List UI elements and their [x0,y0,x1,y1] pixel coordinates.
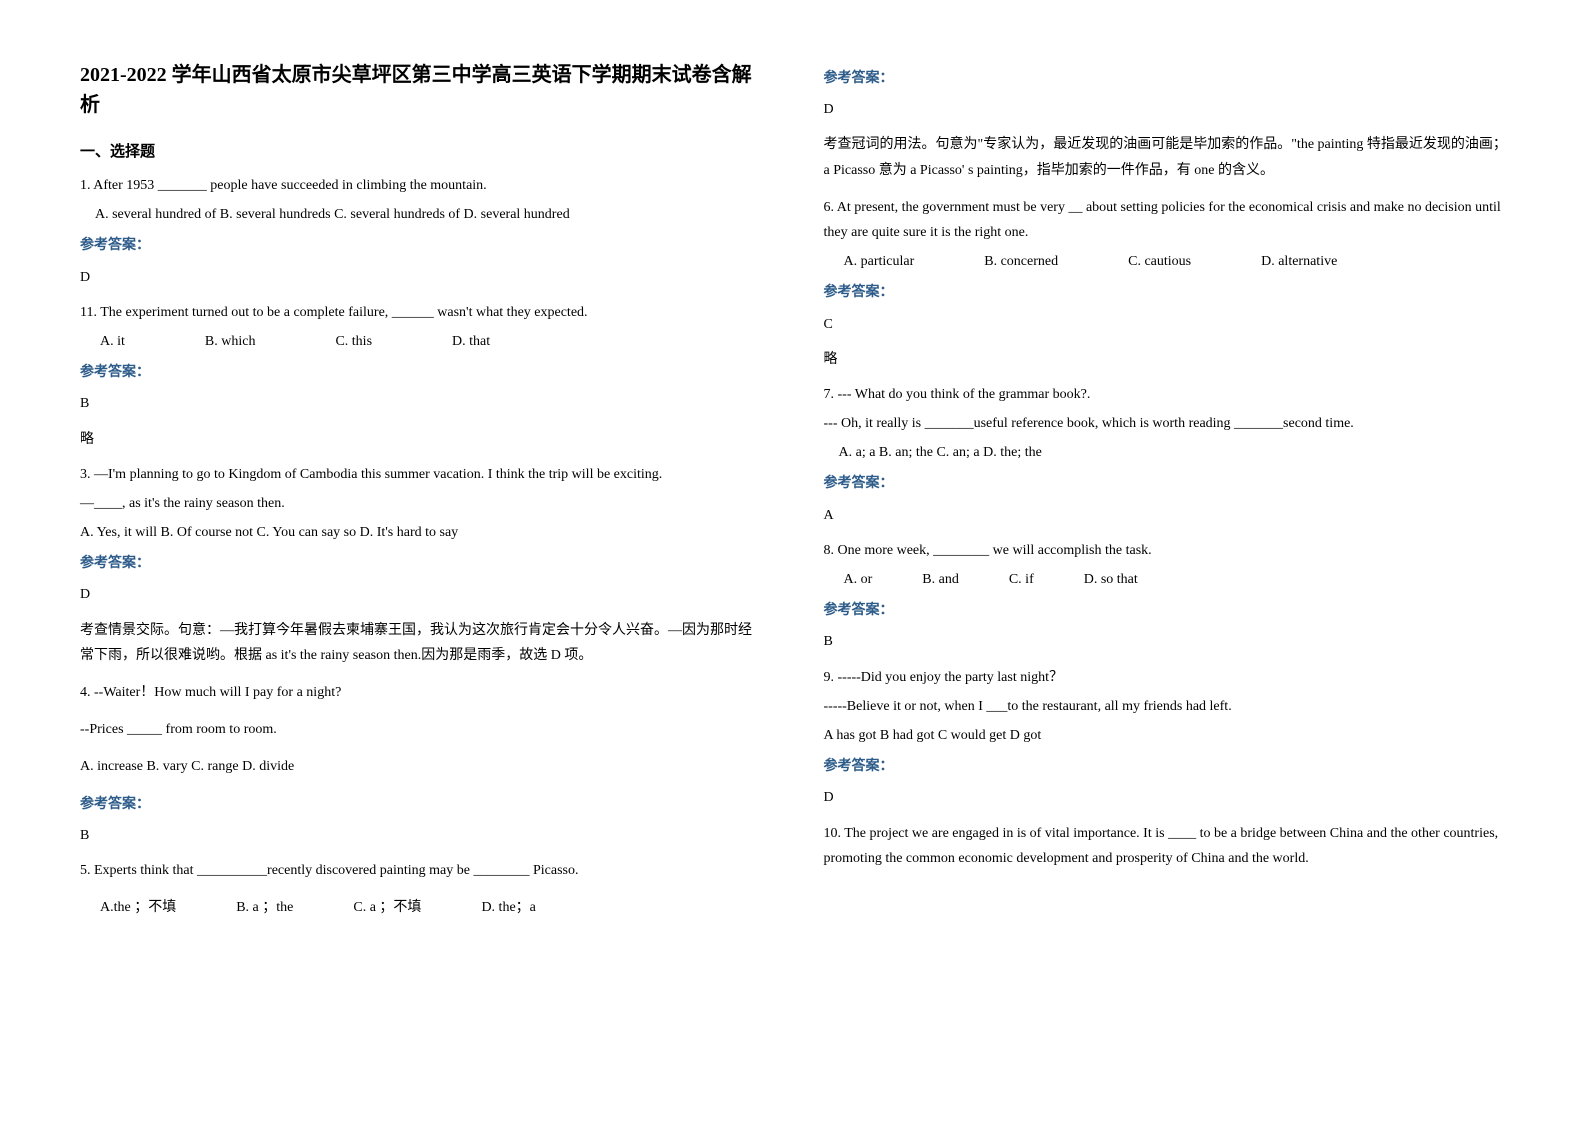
q11-optA: A. it [100,329,125,354]
q9-text1: 9. -----Did you enjoy the party last nig… [824,665,1508,690]
q11-optB: B. which [205,329,256,354]
q9-options: A has got B had got C would get D got [824,723,1508,748]
q3-text2: —____, as it's the rainy season then. [80,491,764,516]
q5-answer: D [824,97,1508,122]
question-11: 11. The experiment turned out to be a co… [80,300,764,452]
q6-text: 6. At present, the government must be ve… [824,195,1508,245]
q7-answer: A [824,503,1508,528]
q6-optA: A. particular [844,249,915,274]
q11-text: 11. The experiment turned out to be a co… [80,300,764,325]
question-9: 9. -----Did you enjoy the party last nig… [824,665,1508,811]
question-8: 8. One more week, ________ we will accom… [824,538,1508,655]
q5-explanation: 考查冠词的用法。句意为"专家认为，最近发现的油画可能是毕加索的作品。"the p… [824,132,1508,182]
q8-options: A. or B. and C. if D. so that [844,567,1508,592]
q11-answer: B [80,391,764,416]
q6-answer: C [824,312,1508,337]
q9-text2: -----Believe it or not, when I ___to the… [824,694,1508,719]
q5-optD: D. the；a [481,895,535,920]
q1-options: A. several hundred of B. several hundred… [95,202,764,227]
q9-answer-label: 参考答案： [824,754,1508,779]
page-container: 2021-2022 学年山西省太原市尖草坪区第三中学高三英语下学期期末试卷含解析… [80,60,1507,928]
left-column: 2021-2022 学年山西省太原市尖草坪区第三中学高三英语下学期期末试卷含解析… [80,60,764,928]
q11-optC: C. this [335,329,372,354]
q7-options: A. a; a B. an; the C. an; a D. the; the [839,440,1508,465]
question-10: 10. The project we are engaged in is of … [824,821,1508,871]
q11-optD: D. that [452,329,490,354]
section-1-header: 一、选择题 [80,140,764,161]
q6-note: 略 [824,347,1508,372]
question-4: 4. --Waiter！How much will I pay for a ni… [80,680,764,848]
document-title: 2021-2022 学年山西省太原市尖草坪区第三中学高三英语下学期期末试卷含解析 [80,60,764,120]
q3-answer: D [80,582,764,607]
q6-answer-label: 参考答案： [824,280,1508,305]
q6-optB: B. concerned [984,249,1058,274]
q6-optC: C. cautious [1128,249,1191,274]
q3-answer-label: 参考答案： [80,551,764,576]
q8-optD: D. so that [1084,567,1138,592]
q4-text2: --Prices _____ from room to room. [80,717,764,742]
q6-optD: D. alternative [1261,249,1337,274]
q3-options: A. Yes, it will B. Of course not C. You … [80,520,764,545]
q4-options: A. increase B. vary C. range D. divide [80,754,764,779]
q8-optC: C. if [1009,567,1034,592]
right-column: 参考答案： D 考查冠词的用法。句意为"专家认为，最近发现的油画可能是毕加索的作… [824,60,1508,928]
question-7: 7. --- What do you think of the grammar … [824,382,1508,528]
q3-text1: 3. —I'm planning to go to Kingdom of Cam… [80,462,764,487]
question-6: 6. At present, the government must be ve… [824,195,1508,372]
q11-note: 略 [80,427,764,452]
q4-text1: 4. --Waiter！How much will I pay for a ni… [80,680,764,705]
q8-answer: B [824,629,1508,654]
q7-answer-label: 参考答案： [824,471,1508,496]
q9-answer: D [824,785,1508,810]
q11-answer-label: 参考答案： [80,360,764,385]
q7-text1: 7. --- What do you think of the grammar … [824,382,1508,407]
q7-text2: --- Oh, it really is _______useful refer… [824,411,1508,436]
q8-optA: A. or [844,567,873,592]
question-3: 3. —I'm planning to go to Kingdom of Cam… [80,462,764,668]
q1-text: 1. After 1953 _______ people have succee… [80,173,764,198]
q11-options: A. it B. which C. this D. that [100,329,764,354]
q6-options: A. particular B. concerned C. cautious D… [844,249,1508,274]
q4-answer: B [80,823,764,848]
q8-text: 8. One more week, ________ we will accom… [824,538,1508,563]
q4-answer-label: 参考答案： [80,792,764,817]
q10-text: 10. The project we are engaged in is of … [824,821,1508,871]
q8-optB: B. and [922,567,959,592]
q5-optA: A.the ；不填 [100,895,176,920]
q5-options: A.the ；不填 B. a ；the C. a ；不填 D. the；a [100,895,764,920]
question-5-cont: 参考答案： D 考查冠词的用法。句意为"专家认为，最近发现的油画可能是毕加索的作… [824,66,1508,183]
q5-text: 5. Experts think that __________recently… [80,858,764,883]
q8-answer-label: 参考答案： [824,598,1508,623]
q1-answer-label: 参考答案： [80,233,764,258]
q5-answer-label: 参考答案： [824,66,1508,91]
question-1: 1. After 1953 _______ people have succee… [80,173,764,290]
q3-explanation: 考查情景交际。句意：—我打算今年暑假去柬埔寨王国，我认为这次旅行肯定会十分令人兴… [80,618,764,668]
q5-optB: B. a ；the [236,895,293,920]
q1-answer: D [80,265,764,290]
question-5: 5. Experts think that __________recently… [80,858,764,920]
q5-optC: C. a ；不填 [353,895,421,920]
